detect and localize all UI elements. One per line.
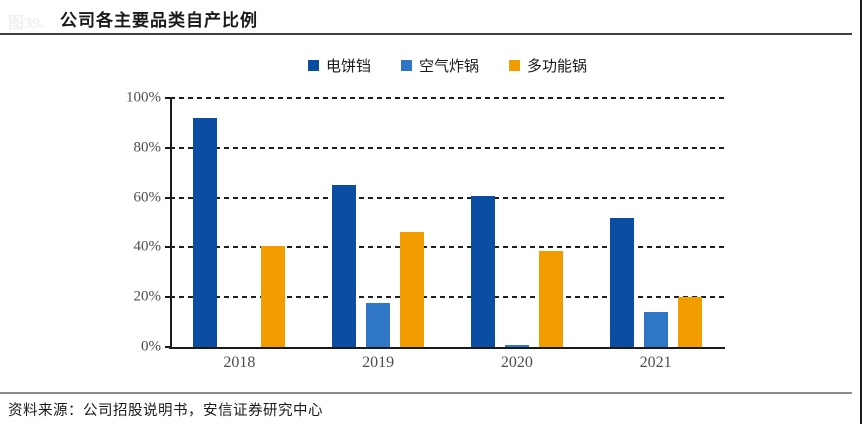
bar-group-2019 [309, 98, 448, 347]
y-tick-label: 60% [133, 189, 162, 206]
x-axis-label-2018: 2018 [223, 354, 256, 371]
source-text: 资料来源：公司招股说明书，安信证券研究中心 [8, 403, 323, 419]
chart-legend: 电饼铛 空气炸锅 多功能锅 [170, 55, 725, 76]
gridline-20% [170, 296, 725, 299]
bar-电饼铛-2021 [609, 217, 634, 347]
legend-item-1: 空气炸锅 [400, 55, 479, 76]
bar-多功能锅-2021 [677, 297, 702, 347]
bar-group-2021 [586, 98, 725, 347]
gridline-40% [170, 246, 725, 249]
y-tick-label: 100% [126, 89, 161, 106]
y-tick-mark [165, 97, 170, 99]
legend-swatch-icon [509, 60, 520, 71]
y-tick-mark [165, 296, 170, 299]
page-right-border [860, 0, 862, 424]
bar-空气炸锅-2019 [366, 303, 391, 347]
bar-多功能锅-2019 [400, 232, 425, 347]
y-tick-mark [165, 246, 170, 249]
x-axis-labels: 2018 2019 2020 2021 [170, 354, 725, 372]
x-axis-label-2019: 2019 [362, 354, 395, 371]
plot-area: 100% 80% 60% 40% 20% 0% [126, 90, 725, 355]
gridline-60% [170, 196, 725, 199]
gridline-100% [170, 97, 725, 99]
y-tick-label: 0% [141, 338, 161, 355]
gridline-80% [170, 146, 725, 149]
legend-label: 多功能锅 [527, 59, 588, 75]
chart-title: 公司各主要品类自产比例 [60, 11, 258, 30]
legend-swatch-icon [400, 60, 412, 71]
legend-label: 空气炸锅 [418, 59, 479, 75]
y-tick-mark [165, 346, 170, 348]
y-axis-line [170, 98, 172, 347]
bar-空气炸锅-2020 [504, 344, 529, 347]
legend-label: 电饼铛 [325, 59, 371, 75]
figure-number-label: 图39. [8, 15, 45, 32]
legend-item-0: 电饼铛 [307, 55, 371, 76]
title-divider-line [0, 33, 852, 35]
bar-group-2018 [170, 98, 309, 347]
bar-电饼铛-2019 [332, 185, 357, 347]
bar-group-2020 [448, 98, 587, 347]
y-tick-mark [165, 196, 170, 199]
bar-groups [170, 98, 725, 347]
x-axis-label-2020: 2020 [500, 354, 533, 371]
y-tick-mark [165, 146, 170, 149]
y-tick-label: 80% [133, 139, 162, 156]
legend-swatch-icon [307, 60, 319, 71]
bar-空气炸锅-2021 [643, 312, 668, 347]
footer-divider-line [0, 392, 852, 394]
x-axis-label-2021: 2021 [639, 354, 672, 371]
legend-item-2: 多功能锅 [509, 55, 587, 76]
x-axis-line [169, 347, 725, 349]
bar-多功能锅-2018 [261, 246, 286, 347]
y-tick-label: 40% [133, 238, 162, 255]
bar-电饼铛-2020 [470, 196, 495, 347]
bar-多功能锅-2020 [538, 251, 563, 347]
y-tick-label: 20% [133, 288, 162, 305]
bar-电饼铛-2018 [193, 117, 218, 347]
